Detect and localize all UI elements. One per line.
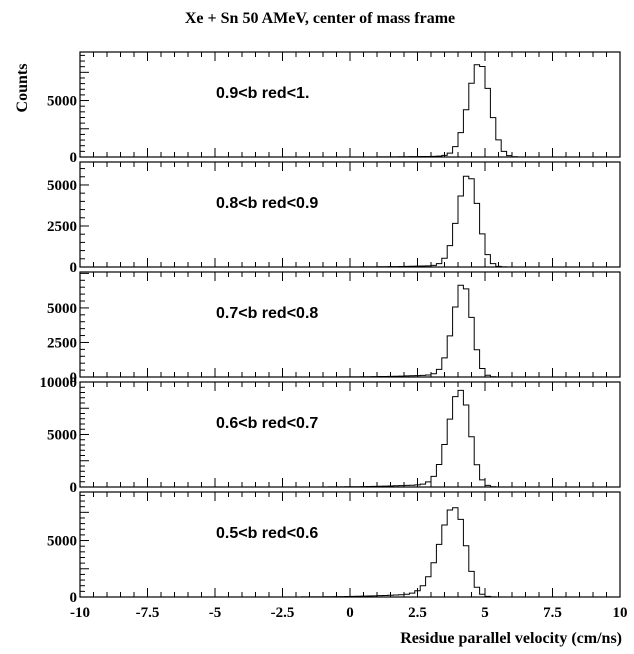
x-tick-label: 7.5 (543, 605, 562, 621)
x-tick-label: 10 (613, 605, 628, 621)
panel-frame (79, 491, 621, 598)
histogram-series (80, 389, 620, 488)
panel-label: 0.6<b red<0.7 (216, 415, 318, 432)
y-tick-label: 0 (70, 480, 78, 496)
histogram-series (80, 64, 620, 158)
x-tick-labels: -10 -7.5 -5 -2.5 0 2.5 5 7.5 10 (70, 605, 628, 621)
y-tick-label: 2500 (47, 219, 77, 235)
panel-2: 0 2500 5000 0.8<b red<0.9 (47, 161, 621, 276)
panel-3: 0 2500 5000 0.7<b red<0.8 (47, 271, 621, 386)
panel-4: 0 5000 10000 0.6<b red<0.7 (40, 375, 621, 496)
y-axis-label: Counts (14, 64, 31, 113)
histogram-series (80, 507, 620, 598)
x-tick-label: -7.5 (136, 605, 160, 621)
figure-title: Xe + Sn 50 AMeV, center of mass frame (185, 10, 455, 27)
x-tick-label: -10 (70, 605, 90, 621)
panel-1: 0 5000 0.9<b red<1. (47, 51, 621, 166)
y-tick-label: 0 (70, 150, 78, 166)
y-tick-label: 2500 (47, 335, 77, 351)
y-tick-label: 5000 (47, 178, 77, 194)
x-tick-label: -2.5 (271, 605, 295, 621)
x-tick-label: -5 (209, 605, 222, 621)
y-tick-label: 5000 (47, 428, 77, 444)
y-tick-label: 5000 (47, 534, 77, 550)
x-tick-label: 5 (481, 605, 489, 621)
y-tick-label: 0 (70, 370, 78, 386)
x-axis-label: Residue parallel velocity (cm/ns) (400, 630, 622, 647)
y-tick-label: 5000 (47, 94, 77, 110)
panel-5: 0 5000 0.5<b red<0.6 (47, 491, 621, 606)
panel-frame (79, 161, 621, 268)
histogram-series (80, 284, 620, 378)
x-tick-label: 2.5 (408, 605, 427, 621)
panel-frame (79, 51, 621, 158)
x-tick-label: 0 (346, 605, 354, 621)
panel-label: 0.5<b red<0.6 (216, 525, 318, 542)
panel-frame (79, 381, 621, 488)
panel-label: 0.9<b red<1. (216, 85, 309, 102)
panel-label: 0.7<b red<0.8 (216, 305, 318, 322)
histogram-series (80, 175, 620, 268)
y-tick-label: 0 (70, 590, 78, 606)
y-tick-label: 10000 (40, 375, 78, 391)
y-tick-label: 5000 (47, 301, 77, 317)
y-tick-label: 0 (70, 260, 78, 276)
panel-label: 0.8<b red<0.9 (216, 195, 318, 212)
panel-frame (79, 271, 621, 378)
